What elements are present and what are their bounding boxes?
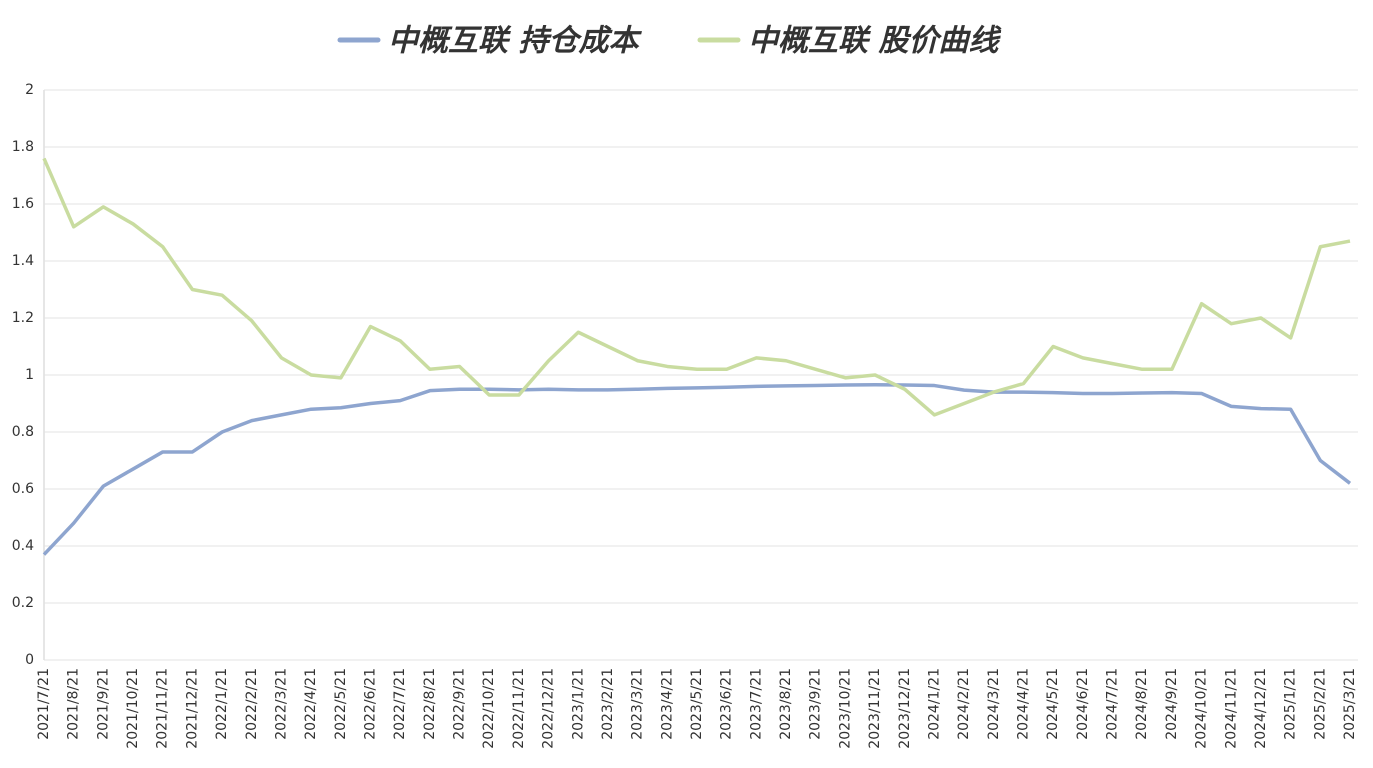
x-tick-label: 2022/4/21 bbox=[303, 668, 319, 740]
x-tick-label: 2024/11/21 bbox=[1223, 668, 1239, 749]
x-tick-label: 2022/11/21 bbox=[511, 668, 527, 749]
y-tick-label: 0.2 bbox=[12, 595, 34, 611]
x-tick-label: 2023/8/21 bbox=[778, 668, 794, 740]
data-line bbox=[42, 382, 1352, 556]
x-tick-label: 2021/10/21 bbox=[125, 668, 141, 749]
x-tick-label: 2021/9/21 bbox=[95, 668, 111, 740]
y-tick-label: 2 bbox=[25, 82, 34, 98]
x-tick-label: 2023/1/21 bbox=[570, 668, 586, 740]
x-tick-label: 2022/9/21 bbox=[452, 668, 468, 740]
x-tick-label: 2022/10/21 bbox=[481, 668, 497, 749]
data-line bbox=[42, 157, 1351, 417]
x-tick-label: 2024/4/21 bbox=[1016, 668, 1032, 740]
y-tick-label: 0.4 bbox=[12, 538, 34, 554]
x-tick-label: 2024/8/21 bbox=[1134, 668, 1150, 740]
x-tick-label: 2022/7/21 bbox=[392, 668, 408, 740]
x-tick-label: 2022/12/21 bbox=[541, 668, 557, 749]
x-tick-label: 2024/1/21 bbox=[926, 668, 942, 740]
y-tick-label: 0.6 bbox=[12, 481, 34, 497]
x-tick-label: 2024/12/21 bbox=[1253, 668, 1269, 749]
x-tick-label: 2023/5/21 bbox=[689, 668, 705, 740]
x-tick-label: 2022/8/21 bbox=[422, 668, 438, 740]
x-tick-label: 2024/5/21 bbox=[1045, 668, 1061, 740]
x-tick-label: 2023/2/21 bbox=[600, 668, 616, 740]
y-tick-label: 1.2 bbox=[12, 310, 34, 326]
y-tick-label: 1.4 bbox=[12, 253, 34, 269]
x-tick-label: 2024/3/21 bbox=[986, 668, 1002, 740]
x-tick-label: 2023/12/21 bbox=[897, 668, 913, 749]
x-tick-label: 2022/6/21 bbox=[363, 668, 379, 740]
x-tick-label: 2024/6/21 bbox=[1075, 668, 1091, 740]
x-tick-label: 2025/3/21 bbox=[1342, 668, 1358, 740]
y-tick-label: 1.8 bbox=[12, 139, 34, 155]
x-tick-label: 2023/11/21 bbox=[867, 668, 883, 749]
y-tick-label: 1.6 bbox=[12, 196, 34, 212]
x-tick-label: 2021/8/21 bbox=[66, 668, 82, 740]
x-tick-label: 2022/3/21 bbox=[273, 668, 289, 740]
x-tick-label: 2025/2/21 bbox=[1312, 668, 1328, 740]
x-tick-label: 2021/7/21 bbox=[36, 668, 52, 740]
y-tick-label: 1 bbox=[25, 367, 34, 383]
x-tick-label: 2022/1/21 bbox=[214, 668, 230, 740]
x-tick-label: 2024/7/21 bbox=[1105, 668, 1121, 740]
y-tick-label: 0.8 bbox=[12, 424, 34, 440]
x-tick-label: 2022/2/21 bbox=[244, 668, 260, 740]
x-tick-label: 2023/6/21 bbox=[719, 668, 735, 740]
x-tick-label: 2021/12/21 bbox=[184, 668, 200, 749]
x-tick-label: 2024/2/21 bbox=[956, 668, 972, 740]
legend-label: 中概互联 持仓成本 bbox=[388, 24, 642, 59]
x-tick-label: 2023/4/21 bbox=[659, 668, 675, 740]
y-tick-label: 0 bbox=[25, 652, 34, 668]
x-tick-label: 2025/1/21 bbox=[1283, 668, 1299, 740]
x-tick-label: 2022/5/21 bbox=[333, 668, 349, 740]
x-tick-label: 2024/9/21 bbox=[1164, 668, 1180, 740]
x-tick-label: 2024/10/21 bbox=[1194, 668, 1210, 749]
x-tick-label: 2023/7/21 bbox=[748, 668, 764, 740]
x-tick-label: 2021/11/21 bbox=[155, 668, 171, 749]
x-tick-label: 2023/9/21 bbox=[808, 668, 824, 740]
x-tick-label: 2023/3/21 bbox=[630, 668, 646, 740]
x-tick-label: 2023/10/21 bbox=[837, 668, 853, 749]
legend-label: 中概互联 股价曲线 bbox=[748, 24, 1002, 59]
